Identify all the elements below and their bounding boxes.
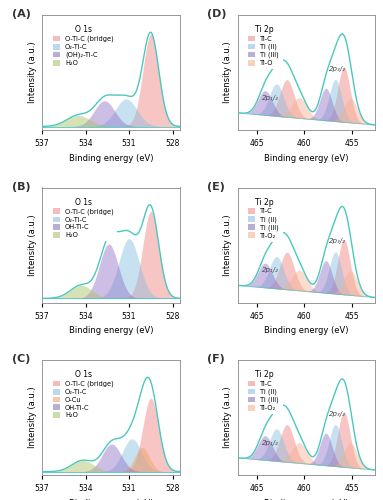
Y-axis label: Intensity (a.u.): Intensity (a.u.) [28,386,36,448]
X-axis label: Binding energy (eV): Binding energy (eV) [264,326,349,335]
Text: 2p₁/₂: 2p₁/₂ [262,268,279,274]
Legend: O-Ti-C (bridge), O₂-Ti-C, O-Cu, OH-Ti-C, H₂O: O-Ti-C (bridge), O₂-Ti-C, O-Cu, OH-Ti-C,… [49,367,117,422]
X-axis label: Binding energy (eV): Binding energy (eV) [264,498,349,500]
Text: 2p₃/₂: 2p₃/₂ [329,238,346,244]
Text: 2p₃/₂: 2p₃/₂ [329,66,346,71]
Text: (B): (B) [12,182,31,192]
Legend: Ti-C, Ti (II), Ti (III), Ti-O₂: Ti-C, Ti (II), Ti (III), Ti-O₂ [245,194,283,242]
X-axis label: Binding energy (eV): Binding energy (eV) [69,326,153,335]
Text: 2p₁/₂: 2p₁/₂ [262,95,279,101]
Text: 2p₁/₂: 2p₁/₂ [262,440,279,446]
X-axis label: Binding energy (eV): Binding energy (eV) [264,154,349,162]
Text: (F): (F) [207,354,225,364]
Y-axis label: Intensity (a.u.): Intensity (a.u.) [223,214,232,276]
X-axis label: Binding energy (eV): Binding energy (eV) [69,154,153,162]
Y-axis label: Intensity (a.u.): Intensity (a.u.) [223,386,232,448]
Y-axis label: Intensity (a.u.): Intensity (a.u.) [28,42,36,104]
Legend: O-Ti-C (bridge), O₂-Ti-C, OH-Ti-C, H₂O: O-Ti-C (bridge), O₂-Ti-C, OH-Ti-C, H₂O [49,194,117,242]
X-axis label: Binding energy (eV): Binding energy (eV) [69,498,153,500]
Legend: Ti-C, Ti (II), Ti (III), Ti-O₂: Ti-C, Ti (II), Ti (III), Ti-O₂ [245,367,283,414]
Legend: O-Ti-C (bridge), O₂-Ti-C, (OH)₂-Ti-C, H₂O: O-Ti-C (bridge), O₂-Ti-C, (OH)₂-Ti-C, H₂… [49,22,117,70]
Text: (E): (E) [207,182,225,192]
Text: (D): (D) [207,9,227,19]
Y-axis label: Intensity (a.u.): Intensity (a.u.) [223,42,232,104]
Text: (A): (A) [12,9,31,19]
Text: (C): (C) [12,354,30,364]
Text: 2p₃/₂: 2p₃/₂ [329,410,346,416]
Legend: Ti-C, Ti (II), Ti (III), Ti-O: Ti-C, Ti (II), Ti (III), Ti-O [245,22,283,70]
Y-axis label: Intensity (a.u.): Intensity (a.u.) [28,214,36,276]
